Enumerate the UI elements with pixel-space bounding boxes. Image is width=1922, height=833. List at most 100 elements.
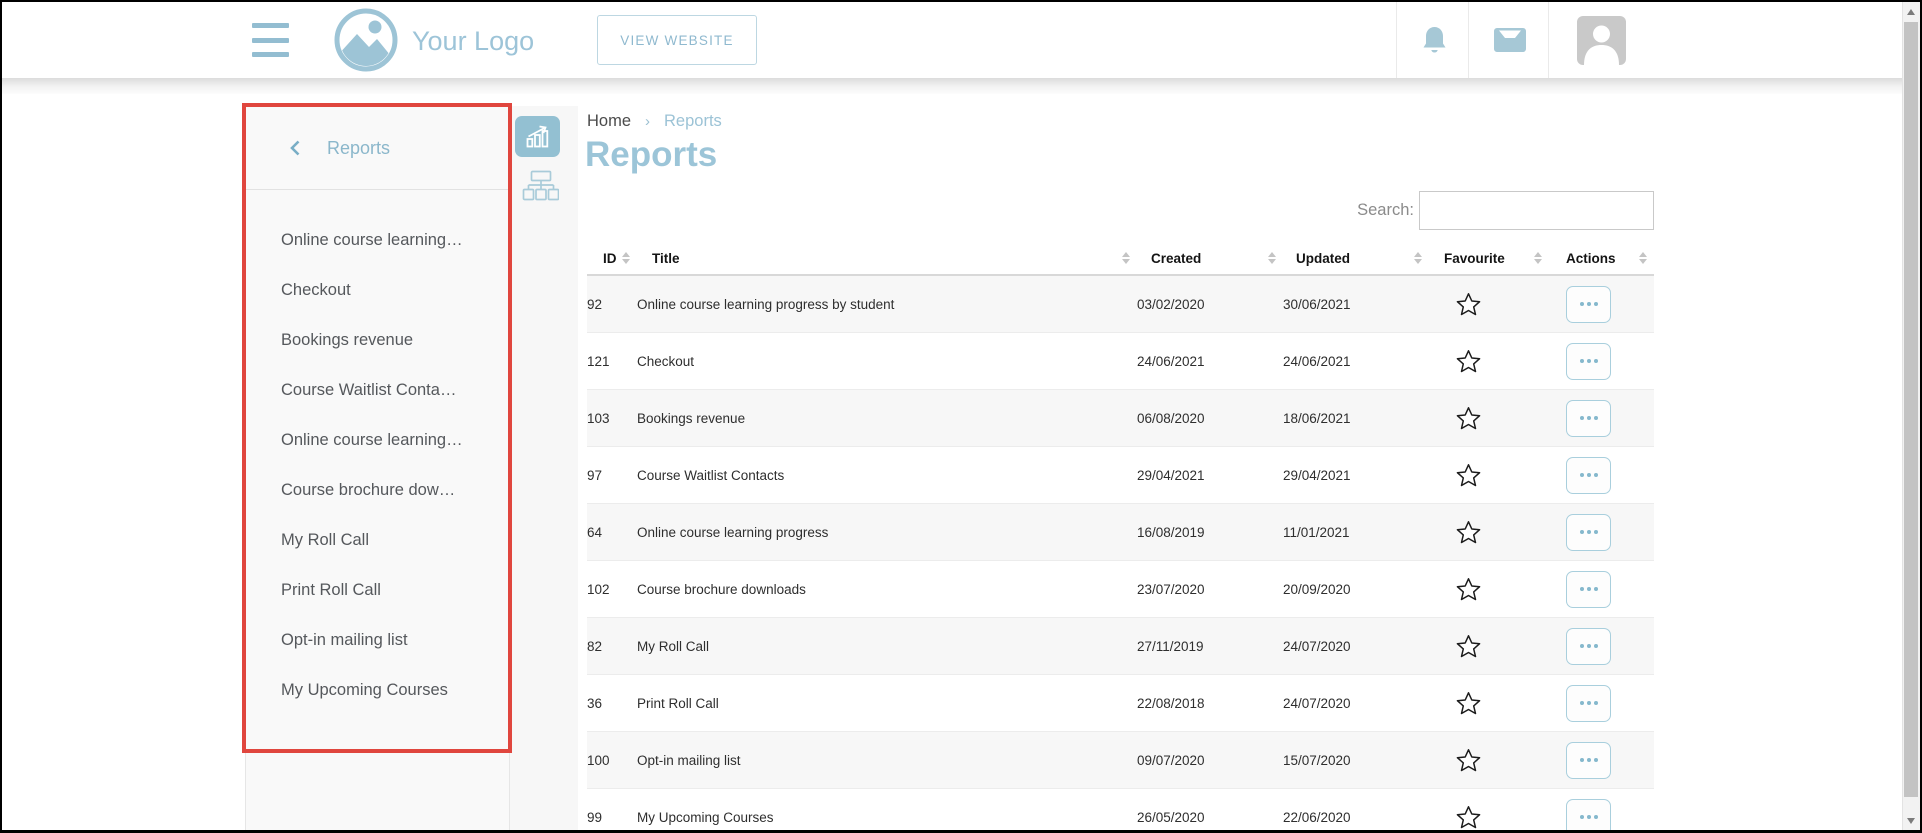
favourite-star-icon[interactable] — [1429, 406, 1549, 430]
ellipsis-dot — [1586, 359, 1591, 363]
search-label: Search: — [1357, 201, 1414, 219]
favourite-star-icon[interactable] — [1429, 292, 1549, 316]
table-header: ID Title Created Updated Favourite Actio… — [587, 242, 1654, 276]
hamburger-menu-icon[interactable] — [252, 23, 289, 57]
header-shadow-band — [2, 78, 1903, 94]
report-id: 100 — [587, 752, 610, 768]
report-title-link[interactable]: Bookings revenue — [637, 410, 746, 426]
header-divider — [1396, 2, 1397, 78]
row-actions-button[interactable] — [1566, 741, 1611, 779]
report-created-date: 09/07/2020 — [1137, 752, 1205, 768]
sort-arrows-icon[interactable] — [1414, 252, 1422, 264]
ellipsis-dot — [1586, 587, 1591, 591]
row-actions-button[interactable] — [1566, 342, 1611, 380]
sort-arrows-icon[interactable] — [1639, 252, 1647, 264]
report-created-date: 03/02/2020 — [1137, 296, 1205, 312]
favourite-star-icon[interactable] — [1429, 577, 1549, 601]
scrollbar-thumb[interactable] — [1904, 22, 1918, 797]
report-id: 121 — [587, 353, 610, 369]
favourite-star-icon[interactable] — [1429, 634, 1549, 658]
sort-arrows-icon[interactable] — [622, 252, 630, 264]
report-title-link[interactable]: Online course learning progress by stude… — [637, 296, 895, 312]
ellipsis-dot — [1579, 359, 1584, 363]
column-header-actions[interactable]: Actions — [1566, 250, 1616, 266]
sidebar-report-item[interactable]: Course brochure dow… — [281, 480, 456, 499]
sidebar-report-item[interactable]: My Upcoming Courses — [281, 680, 448, 699]
header-divider — [1468, 2, 1469, 78]
column-header-title[interactable]: Title — [652, 250, 680, 266]
sidebar-report-item[interactable]: Online course learning… — [281, 230, 463, 249]
report-title-link[interactable]: Print Roll Call — [637, 695, 719, 711]
sort-arrows-icon[interactable] — [1534, 252, 1542, 264]
ellipsis-dot — [1593, 815, 1598, 819]
sidebar-back-header[interactable]: Reports — [246, 107, 509, 190]
ellipsis-dot — [1586, 473, 1591, 477]
bell-icon[interactable] — [1410, 16, 1458, 64]
sidebar-report-item[interactable]: Online course learning… — [281, 430, 463, 449]
report-title-link[interactable]: Course brochure downloads — [637, 581, 806, 597]
ellipsis-dot — [1579, 758, 1584, 762]
row-actions-button[interactable] — [1566, 399, 1611, 437]
bar-chart-icon[interactable] — [515, 116, 560, 157]
avatar[interactable] — [1577, 16, 1626, 65]
row-actions-button[interactable] — [1566, 627, 1611, 665]
report-title-link[interactable]: Opt-in mailing list — [637, 752, 741, 768]
sort-arrows-icon[interactable] — [1122, 252, 1130, 264]
report-created-date: 23/07/2020 — [1137, 581, 1205, 597]
row-actions-button[interactable] — [1566, 798, 1611, 830]
ellipsis-dot — [1586, 302, 1591, 306]
ellipsis-dot — [1579, 302, 1584, 306]
column-header-created[interactable]: Created — [1151, 250, 1202, 266]
top-header-bar: Your Logo VIEW WEBSITE — [2, 2, 1903, 78]
report-updated-date: 15/07/2020 — [1283, 752, 1351, 768]
sidebar-report-item[interactable]: Checkout — [281, 280, 351, 299]
report-title-link[interactable]: My Upcoming Courses — [637, 809, 774, 825]
report-title-link[interactable]: Online course learning progress — [637, 524, 829, 540]
column-header-updated[interactable]: Updated — [1296, 250, 1350, 266]
breadcrumb: Home › Reports — [587, 112, 722, 131]
sidebar-report-item[interactable]: Print Roll Call — [281, 580, 381, 599]
scrollbar-down-arrow[interactable] — [1903, 812, 1919, 829]
chevron-left-icon — [290, 140, 300, 156]
table-row: 82 My Roll Call 27/11/2019 24/07/2020 — [587, 617, 1654, 675]
report-updated-date: 18/06/2021 — [1283, 410, 1351, 426]
inbox-icon[interactable] — [1486, 16, 1534, 64]
row-actions-button[interactable] — [1566, 456, 1611, 494]
view-website-button[interactable]: VIEW WEBSITE — [597, 15, 757, 65]
row-actions-button[interactable] — [1566, 684, 1611, 722]
column-header-favourite[interactable]: Favourite — [1444, 250, 1505, 266]
ellipsis-dot — [1593, 758, 1598, 762]
search-input[interactable] — [1419, 191, 1654, 230]
favourite-star-icon[interactable] — [1429, 349, 1549, 373]
table-row: 99 My Upcoming Courses 26/05/2020 22/06/… — [587, 789, 1654, 830]
favourite-star-icon[interactable] — [1429, 805, 1549, 829]
sitemap-icon[interactable] — [522, 170, 559, 203]
logo-text[interactable]: Your Logo — [412, 26, 535, 56]
row-actions-button[interactable] — [1566, 285, 1611, 323]
row-actions-button[interactable] — [1566, 570, 1611, 608]
report-title-link[interactable]: Checkout — [637, 353, 695, 369]
favourite-star-icon[interactable] — [1429, 520, 1549, 544]
sort-arrows-icon[interactable] — [1268, 252, 1276, 264]
sidebar-report-item[interactable]: Course Waitlist Conta… — [281, 380, 457, 399]
favourite-star-icon[interactable] — [1429, 691, 1549, 715]
hamburger-bar — [252, 52, 289, 57]
column-header-id[interactable]: ID — [603, 250, 617, 266]
favourite-star-icon[interactable] — [1429, 748, 1549, 772]
report-title-link[interactable]: Course Waitlist Contacts — [637, 467, 785, 483]
breadcrumb-home-link[interactable]: Home — [587, 112, 632, 130]
report-updated-date: 22/06/2020 — [1283, 809, 1351, 825]
favourite-star-icon[interactable] — [1429, 463, 1549, 487]
ellipsis-dot — [1586, 758, 1591, 762]
scrollbar-up-arrow[interactable] — [1903, 3, 1919, 20]
report-title-link[interactable]: My Roll Call — [637, 638, 710, 654]
sidebar-report-item[interactable]: Bookings revenue — [281, 330, 414, 349]
table-row: 121 Checkout 24/06/2021 24/06/2021 — [587, 333, 1654, 390]
sidebar-report-item[interactable]: My Roll Call — [281, 530, 370, 549]
table-row: 97 Course Waitlist Contacts 29/04/2021 2… — [587, 447, 1654, 504]
breadcrumb-current: Reports — [664, 112, 722, 130]
sidebar-report-item[interactable]: Opt-in mailing list — [281, 630, 408, 649]
image-logo-icon[interactable] — [333, 7, 399, 73]
row-actions-button[interactable] — [1566, 513, 1611, 551]
ellipsis-dot — [1593, 587, 1598, 591]
